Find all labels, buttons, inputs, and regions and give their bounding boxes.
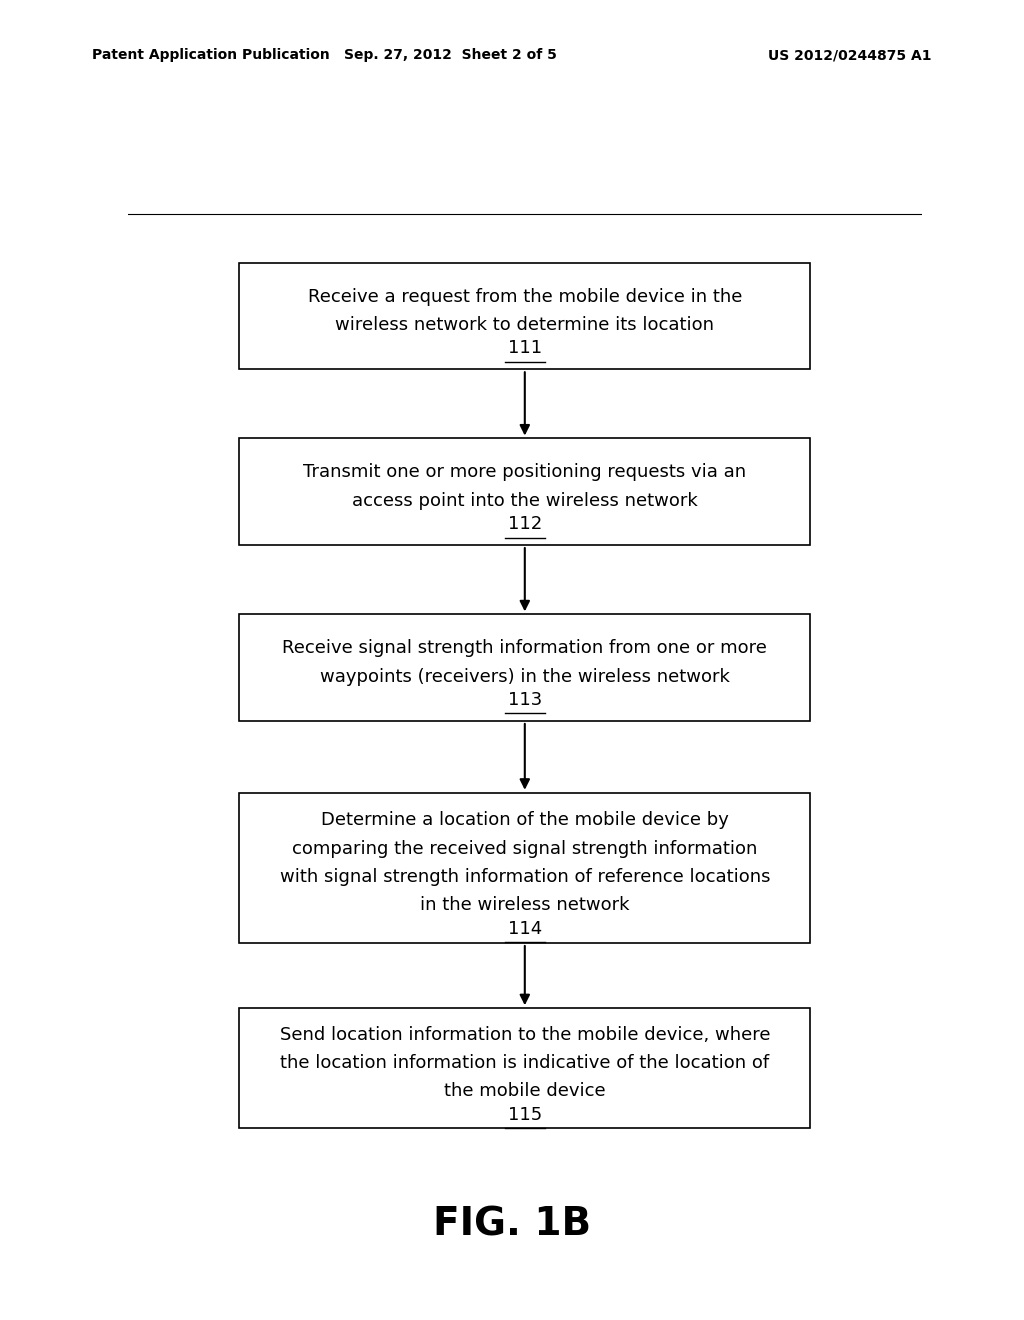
Text: waypoints (receivers) in the wireless network: waypoints (receivers) in the wireless ne… xyxy=(319,668,730,686)
Text: Receive signal strength information from one or more: Receive signal strength information from… xyxy=(283,639,767,657)
Text: Sep. 27, 2012  Sheet 2 of 5: Sep. 27, 2012 Sheet 2 of 5 xyxy=(344,49,557,62)
Bar xyxy=(240,263,811,370)
Text: with signal strength information of reference locations: with signal strength information of refe… xyxy=(280,869,770,886)
Text: Receive a request from the mobile device in the: Receive a request from the mobile device… xyxy=(307,288,742,306)
Text: the mobile device: the mobile device xyxy=(444,1082,605,1101)
Text: 112: 112 xyxy=(508,515,542,533)
Text: Transmit one or more positioning requests via an: Transmit one or more positioning request… xyxy=(303,463,746,482)
Bar xyxy=(240,792,811,942)
Text: FIG. 1B: FIG. 1B xyxy=(433,1206,591,1243)
Bar xyxy=(240,614,811,721)
Text: 113: 113 xyxy=(508,692,542,709)
Text: Determine a location of the mobile device by: Determine a location of the mobile devic… xyxy=(321,810,729,829)
Bar xyxy=(240,1008,811,1129)
Text: in the wireless network: in the wireless network xyxy=(420,896,630,915)
Bar xyxy=(240,438,811,545)
Text: wireless network to determine its location: wireless network to determine its locati… xyxy=(335,315,715,334)
Text: US 2012/0244875 A1: US 2012/0244875 A1 xyxy=(768,49,932,62)
Text: 114: 114 xyxy=(508,920,542,937)
Text: access point into the wireless network: access point into the wireless network xyxy=(352,492,697,510)
Text: 111: 111 xyxy=(508,339,542,358)
Text: 115: 115 xyxy=(508,1106,542,1123)
Text: Patent Application Publication: Patent Application Publication xyxy=(92,49,330,62)
Text: Send location information to the mobile device, where: Send location information to the mobile … xyxy=(280,1026,770,1044)
Text: comparing the received signal strength information: comparing the received signal strength i… xyxy=(292,840,758,858)
Text: the location information is indicative of the location of: the location information is indicative o… xyxy=(281,1053,769,1072)
